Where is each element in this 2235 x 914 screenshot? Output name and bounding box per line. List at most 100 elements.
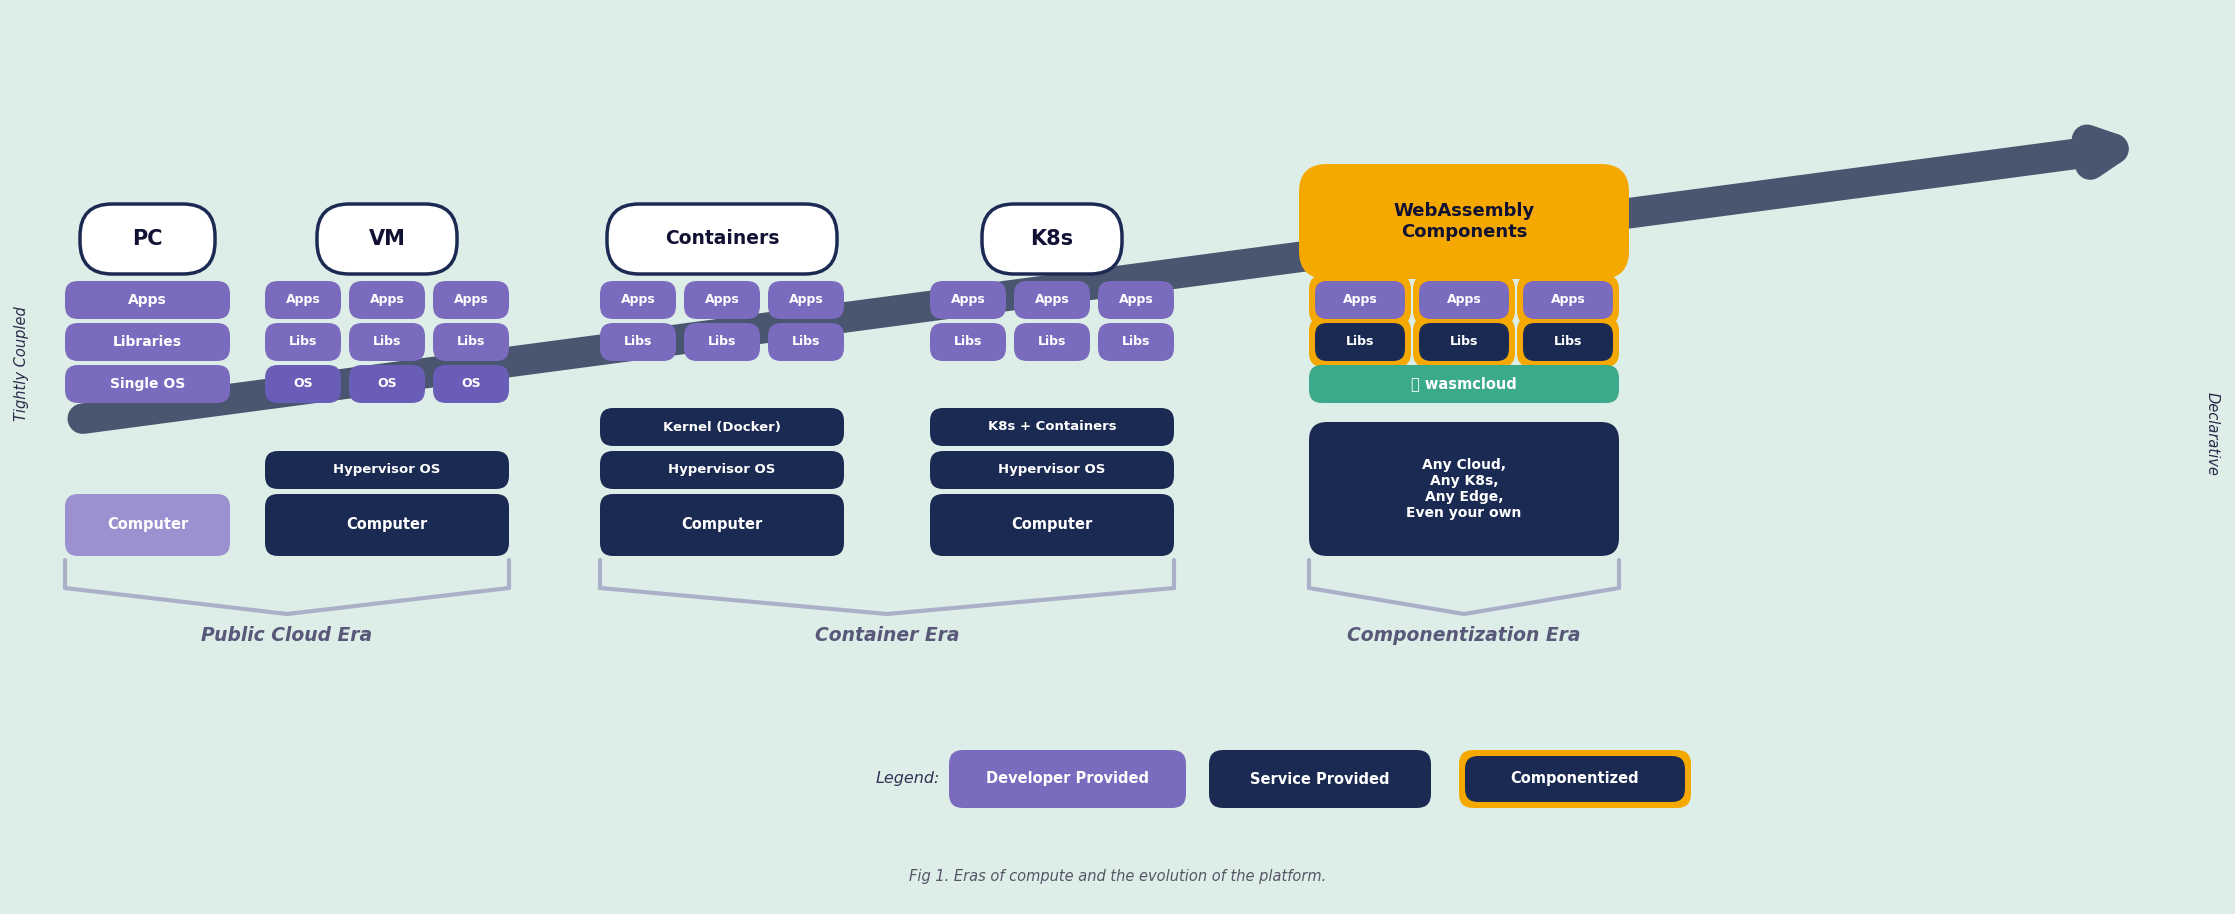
Text: Libs: Libs — [1553, 335, 1582, 348]
FancyBboxPatch shape — [599, 408, 845, 446]
FancyBboxPatch shape — [1299, 164, 1629, 279]
Text: Componentized: Componentized — [1511, 771, 1638, 787]
Text: Libs: Libs — [708, 335, 735, 348]
FancyBboxPatch shape — [349, 323, 425, 361]
Text: Tightly Coupled: Tightly Coupled — [13, 306, 29, 421]
FancyBboxPatch shape — [1097, 323, 1173, 361]
Text: OS: OS — [460, 377, 481, 390]
FancyBboxPatch shape — [317, 204, 456, 274]
Text: Apps: Apps — [1035, 293, 1068, 306]
FancyBboxPatch shape — [599, 494, 845, 556]
FancyArrowPatch shape — [83, 140, 2114, 419]
FancyBboxPatch shape — [684, 323, 760, 361]
FancyBboxPatch shape — [65, 323, 230, 361]
Text: Apps: Apps — [950, 293, 986, 306]
Text: Libs: Libs — [791, 335, 820, 348]
Text: Hypervisor OS: Hypervisor OS — [333, 463, 440, 476]
FancyBboxPatch shape — [1314, 281, 1406, 319]
Text: Hypervisor OS: Hypervisor OS — [999, 463, 1106, 476]
Text: Apps: Apps — [454, 293, 489, 306]
FancyBboxPatch shape — [266, 494, 510, 556]
Text: Libs: Libs — [954, 335, 981, 348]
Text: Apps: Apps — [1551, 293, 1585, 306]
FancyBboxPatch shape — [930, 408, 1173, 446]
Text: Libs: Libs — [1345, 335, 1375, 348]
FancyBboxPatch shape — [769, 323, 845, 361]
FancyBboxPatch shape — [599, 281, 675, 319]
Text: WebAssembly
Components: WebAssembly Components — [1392, 202, 1535, 241]
Text: OS: OS — [378, 377, 398, 390]
Text: Legend:: Legend: — [876, 771, 941, 787]
Text: Computer: Computer — [1012, 517, 1093, 533]
FancyBboxPatch shape — [80, 204, 215, 274]
FancyBboxPatch shape — [1419, 281, 1509, 319]
FancyBboxPatch shape — [599, 323, 675, 361]
Text: Libs: Libs — [288, 335, 317, 348]
FancyBboxPatch shape — [981, 204, 1122, 274]
FancyBboxPatch shape — [1518, 317, 1618, 367]
FancyBboxPatch shape — [1216, 756, 1426, 802]
FancyBboxPatch shape — [930, 494, 1173, 556]
FancyBboxPatch shape — [1015, 281, 1091, 319]
FancyBboxPatch shape — [930, 323, 1006, 361]
Text: Single OS: Single OS — [110, 377, 186, 391]
Text: Apps: Apps — [1343, 293, 1377, 306]
Text: Libraries: Libraries — [114, 335, 181, 349]
FancyBboxPatch shape — [1518, 275, 1618, 325]
Text: Apps: Apps — [127, 293, 168, 307]
FancyBboxPatch shape — [1310, 317, 1410, 367]
Text: Apps: Apps — [1120, 293, 1153, 306]
Text: Apps: Apps — [286, 293, 320, 306]
FancyBboxPatch shape — [930, 451, 1173, 489]
Text: Libs: Libs — [624, 335, 653, 348]
Text: Developer Provided: Developer Provided — [986, 771, 1149, 787]
Text: Apps: Apps — [704, 293, 740, 306]
FancyBboxPatch shape — [1310, 275, 1410, 325]
FancyBboxPatch shape — [1413, 275, 1515, 325]
Text: VM: VM — [369, 229, 405, 249]
FancyBboxPatch shape — [1310, 422, 1618, 556]
FancyBboxPatch shape — [950, 750, 1187, 808]
FancyBboxPatch shape — [954, 756, 1180, 802]
Text: Service Provided: Service Provided — [1249, 771, 1390, 787]
FancyBboxPatch shape — [266, 365, 342, 403]
Text: Computer: Computer — [682, 517, 762, 533]
Text: Libs: Libs — [373, 335, 402, 348]
FancyBboxPatch shape — [1310, 365, 1618, 403]
Text: Containers: Containers — [664, 229, 780, 249]
Text: K8s: K8s — [1030, 229, 1073, 249]
Text: Container Era: Container Era — [816, 626, 959, 645]
FancyBboxPatch shape — [1522, 323, 1614, 361]
Text: Libs: Libs — [456, 335, 485, 348]
FancyBboxPatch shape — [684, 281, 760, 319]
Text: Declarative: Declarative — [2204, 392, 2219, 476]
Text: Hypervisor OS: Hypervisor OS — [668, 463, 776, 476]
FancyBboxPatch shape — [349, 365, 425, 403]
FancyBboxPatch shape — [1015, 323, 1091, 361]
FancyBboxPatch shape — [1464, 756, 1685, 802]
Text: Fig 1. Eras of compute and the evolution of the platform.: Fig 1. Eras of compute and the evolution… — [910, 868, 1325, 884]
FancyBboxPatch shape — [65, 365, 230, 403]
Text: Apps: Apps — [369, 293, 405, 306]
FancyBboxPatch shape — [930, 281, 1006, 319]
Text: OS: OS — [293, 377, 313, 390]
FancyBboxPatch shape — [434, 281, 510, 319]
FancyBboxPatch shape — [349, 281, 425, 319]
Text: Computer: Computer — [346, 517, 427, 533]
Text: Public Cloud Era: Public Cloud Era — [201, 626, 373, 645]
FancyBboxPatch shape — [65, 281, 230, 319]
FancyBboxPatch shape — [1522, 281, 1614, 319]
Text: Apps: Apps — [1446, 293, 1482, 306]
FancyBboxPatch shape — [1209, 750, 1430, 808]
Text: K8s + Containers: K8s + Containers — [988, 420, 1115, 433]
FancyBboxPatch shape — [599, 451, 845, 489]
Text: Kernel (Docker): Kernel (Docker) — [664, 420, 780, 433]
FancyBboxPatch shape — [266, 281, 342, 319]
Text: Libs: Libs — [1451, 335, 1477, 348]
FancyBboxPatch shape — [434, 323, 510, 361]
Text: Apps: Apps — [621, 293, 655, 306]
Text: Any Cloud,
Any K8s,
Any Edge,
Even your own: Any Cloud, Any K8s, Any Edge, Even your … — [1406, 458, 1522, 520]
Text: Libs: Libs — [1037, 335, 1066, 348]
Text: PC: PC — [132, 229, 163, 249]
FancyBboxPatch shape — [608, 204, 836, 274]
